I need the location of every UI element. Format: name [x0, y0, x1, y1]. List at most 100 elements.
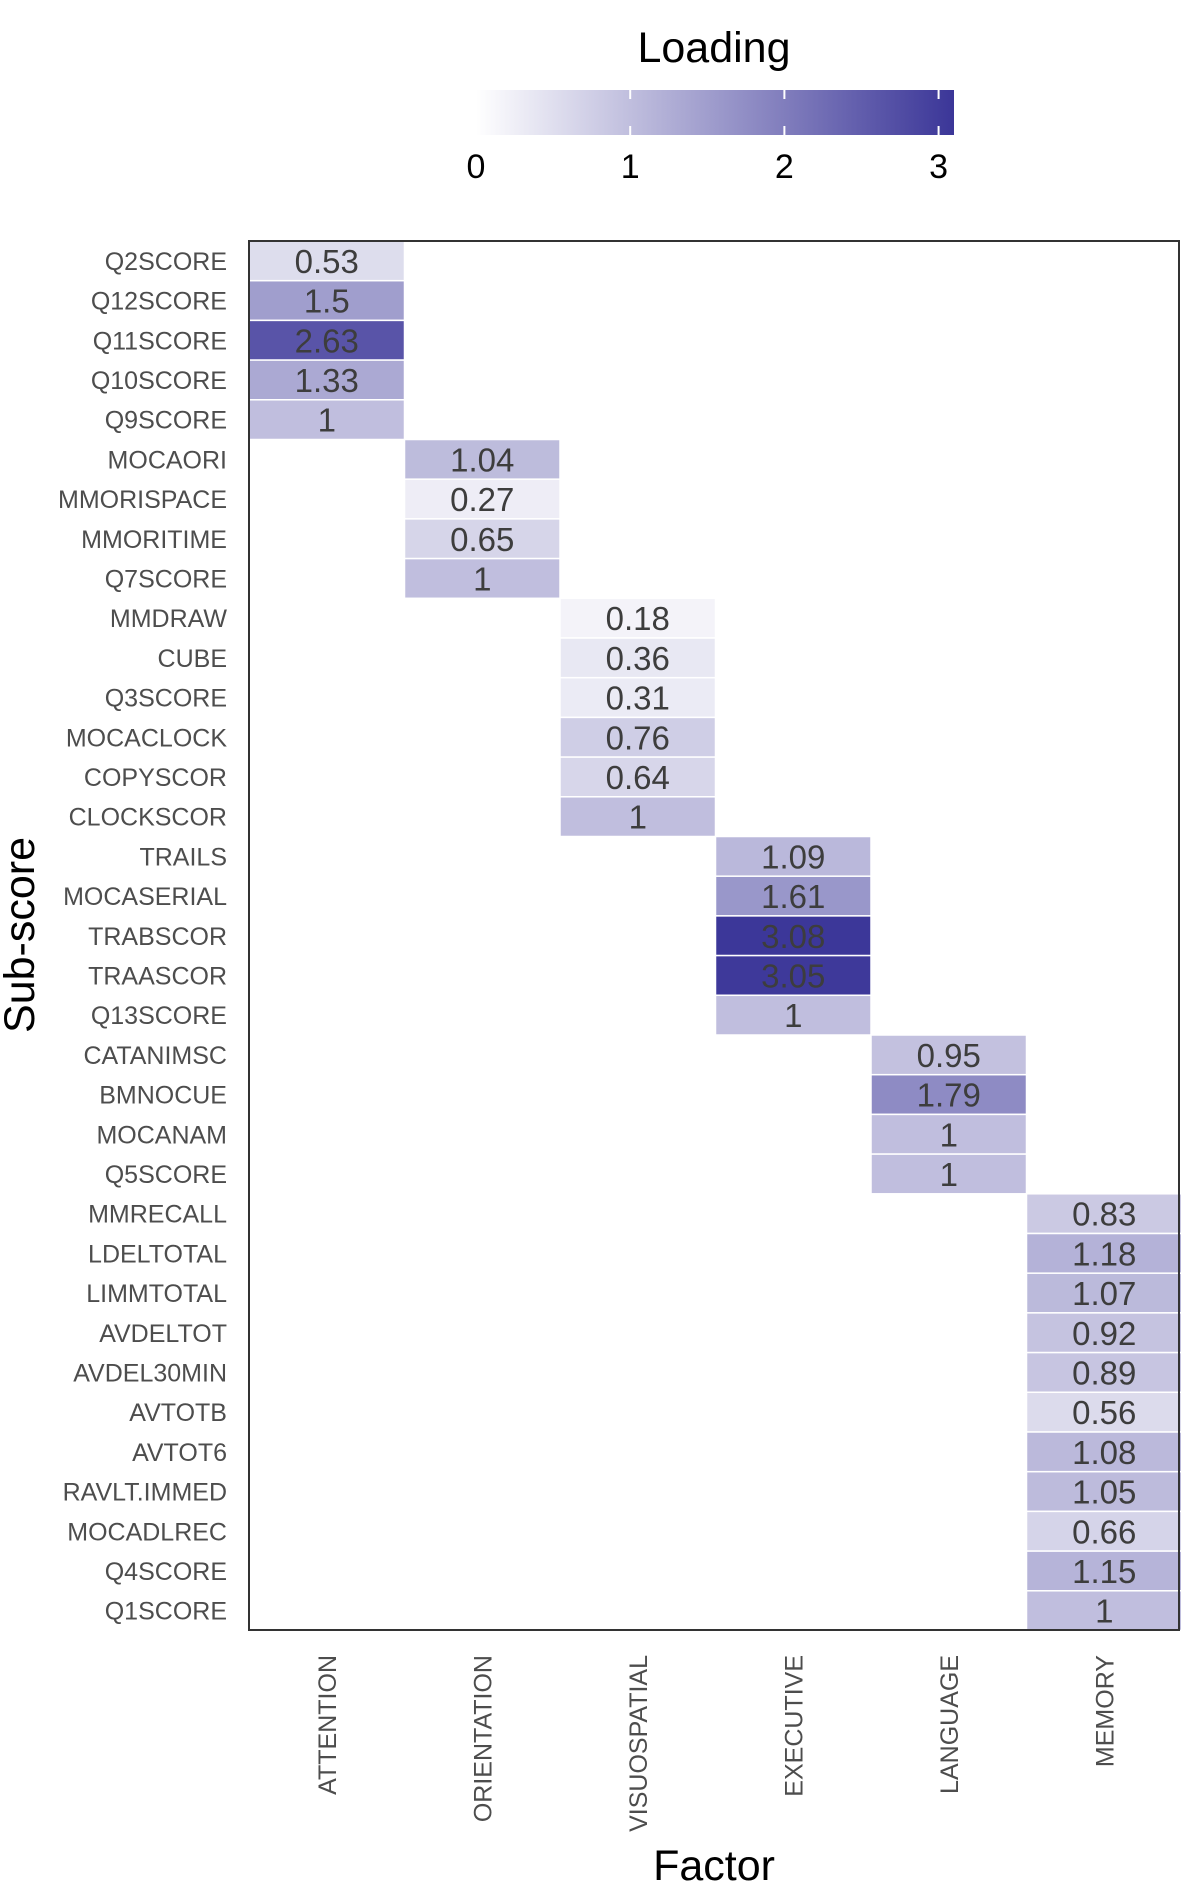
- cell-value-label: 1: [784, 997, 802, 1034]
- heatmap-cell: [714, 954, 872, 997]
- cell-value-label: 0.89: [1072, 1354, 1136, 1391]
- legend-ticks: 0 1 2 3: [467, 90, 948, 186]
- heatmap-cell: [403, 518, 561, 560]
- cell-value-label: 1: [629, 799, 647, 836]
- heatmap-cells: 0.531.52.631.3311.040.270.6510.180.360.3…: [248, 240, 1181, 1632]
- legend-title: Loading: [637, 24, 790, 72]
- heatmap-cell: [870, 1153, 1028, 1195]
- cell-value-label: 1: [940, 1116, 958, 1153]
- cell-value-label: 2.63: [295, 322, 359, 359]
- y-tick-label: MOCANAM: [96, 1121, 227, 1149]
- cell-value-label: 0.36: [606, 640, 670, 677]
- y-tick-label: MMDRAW: [110, 605, 228, 633]
- y-axis-title: Sub-score: [0, 837, 44, 1033]
- legend-colorbar: [476, 90, 954, 135]
- heatmap-cell: [870, 1073, 1028, 1116]
- cell-value-label: 0.64: [606, 759, 670, 796]
- heatmap-cell: [714, 915, 872, 957]
- y-tick-label: MMORITIME: [81, 526, 227, 554]
- y-tick-label: Q3SCORE: [105, 685, 227, 713]
- y-tick-label: Q10SCORE: [91, 367, 227, 395]
- cell-value-label: 0.31: [606, 680, 670, 717]
- y-tick-label: Q7SCORE: [105, 565, 227, 593]
- cell-value-label: 0.92: [1072, 1315, 1136, 1352]
- y-tick-label: Q11SCORE: [93, 327, 227, 355]
- y-tick-label: MMRECALL: [88, 1201, 227, 1229]
- y-tick-label: TRAASCOR: [88, 962, 227, 990]
- cell-value-label: 0.56: [1072, 1394, 1136, 1431]
- y-axis-tick-labels: Q2SCORE Q12SCORE Q11SCORE Q10SCORE Q9SCORE MO…: [58, 248, 227, 1626]
- cell-value-label: 0.18: [606, 600, 670, 637]
- cell-value-label: 1.18: [1072, 1235, 1136, 1272]
- y-tick-label: MOCAORI: [108, 446, 227, 474]
- x-tick-label: ORIENTATION: [469, 1655, 497, 1822]
- y-tick-label: MOCACLOCK: [66, 724, 227, 752]
- heatmap-cell: [1025, 1431, 1181, 1473]
- heatmap-cell: [1025, 1312, 1181, 1354]
- x-tick-label: ATTENTION: [314, 1655, 342, 1795]
- y-tick-label: LDELTOTAL: [88, 1240, 227, 1268]
- y-tick-label: AVTOTB: [129, 1399, 227, 1427]
- heatmap-cell: [559, 597, 717, 639]
- heatmap-cell: [559, 637, 717, 679]
- heatmap-cell: [559, 716, 717, 758]
- x-tick-label: LANGUAGE: [936, 1655, 964, 1794]
- cell-value-label: 1.5: [304, 283, 350, 320]
- heatmap-cell: [248, 319, 406, 361]
- y-tick-label: Q13SCORE: [91, 1002, 227, 1030]
- heatmap-cell: [714, 994, 872, 1036]
- cell-value-label: 1.05: [1072, 1474, 1136, 1511]
- heatmap-cell: [559, 756, 717, 798]
- heatmap-cell: [1025, 1232, 1181, 1274]
- cell-value-label: 0.95: [917, 1037, 981, 1074]
- heatmap-cell: [403, 438, 561, 480]
- heatmap-cell: [870, 1034, 1028, 1076]
- y-tick-label: MOCASERIAL: [63, 883, 227, 911]
- heatmap-cell: [559, 796, 717, 838]
- y-tick-label: AVTOT6: [132, 1439, 227, 1467]
- cell-value-label: 1.79: [917, 1077, 981, 1114]
- legend-tick-label: 2: [775, 148, 794, 186]
- y-tick-label: Q4SCORE: [105, 1558, 227, 1586]
- y-tick-label: COPYSCOR: [84, 764, 227, 792]
- y-tick-label: Q12SCORE: [91, 288, 227, 316]
- cell-value-label: 0.65: [450, 521, 514, 558]
- heatmap-cell: [1025, 1590, 1181, 1632]
- y-tick-label: TRABSCOR: [88, 923, 227, 951]
- y-tick-label: Q9SCORE: [105, 407, 227, 435]
- legend-tick-label: 1: [621, 148, 640, 186]
- heatmap-cell: [403, 557, 561, 600]
- cell-value-label: 0.83: [1072, 1196, 1136, 1233]
- legend-gradient-bar: [476, 90, 954, 135]
- heatmap-cell: [248, 359, 406, 401]
- y-tick-label: AVDELTOT: [99, 1320, 227, 1348]
- cell-value-label: 1: [473, 560, 491, 597]
- cell-value-label: 1.04: [450, 441, 514, 478]
- heatmap-cell: [870, 1113, 1028, 1155]
- x-axis-tick-labels: ATTENTION ORIENTATION VISUOSPATIAL EXECUTIV…: [314, 1655, 1120, 1832]
- cell-value-label: 3.05: [761, 957, 825, 994]
- cell-value-label: 1: [1095, 1593, 1113, 1630]
- heatmap-cell: [714, 875, 872, 917]
- heatmap-cell: [714, 835, 872, 877]
- cell-value-label: 0.76: [606, 719, 670, 756]
- cell-value-label: 1.61: [761, 878, 825, 915]
- cell-value-label: 1.08: [1072, 1434, 1136, 1471]
- cell-value-label: 1.09: [761, 838, 825, 875]
- heatmap-cell: [1025, 1272, 1181, 1314]
- x-axis-title: Factor: [653, 1842, 775, 1889]
- y-tick-label: TRAILS: [139, 843, 227, 871]
- heatmap-cell: [248, 399, 406, 441]
- cell-value-label: 0.27: [450, 481, 514, 518]
- cell-value-label: 1.15: [1072, 1553, 1136, 1590]
- cell-value-label: 1: [318, 402, 336, 439]
- y-tick-label: CLOCKSCOR: [69, 804, 227, 832]
- cell-value-label: 1.07: [1072, 1275, 1136, 1312]
- cell-value-label: 0.53: [295, 243, 359, 280]
- y-tick-label: Q5SCORE: [105, 1161, 227, 1189]
- heatmap-cell: [248, 240, 406, 282]
- cell-value-label: 0.66: [1072, 1513, 1136, 1550]
- legend-tick-label: 0: [467, 148, 486, 186]
- y-tick-label: BMNOCUE: [99, 1082, 227, 1110]
